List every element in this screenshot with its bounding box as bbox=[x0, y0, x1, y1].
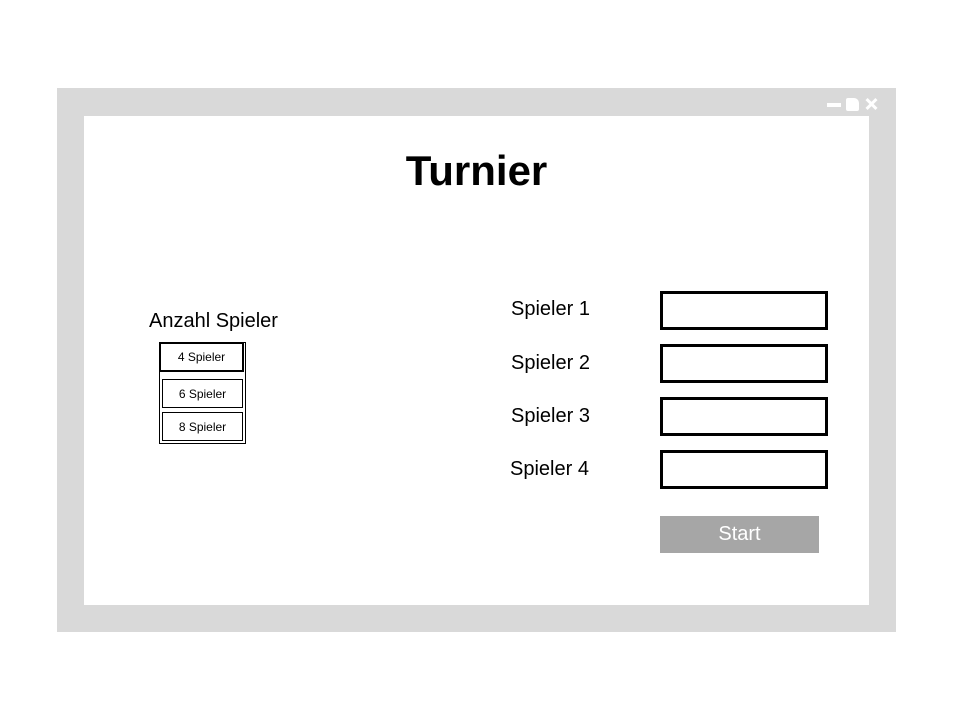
app-window: Turnier Anzahl Spieler 4 Spieler 6 Spiel… bbox=[57, 88, 896, 632]
player-3-input[interactable] bbox=[660, 397, 828, 436]
option-8-players[interactable]: 8 Spieler bbox=[162, 412, 243, 441]
player-4-input[interactable] bbox=[660, 450, 828, 489]
option-4-players[interactable]: 4 Spieler bbox=[159, 342, 244, 372]
player-1-input[interactable] bbox=[660, 291, 828, 330]
window-content: Turnier Anzahl Spieler 4 Spieler 6 Spiel… bbox=[84, 116, 869, 605]
player-3-label: Spieler 3 bbox=[511, 405, 590, 427]
player-2-input[interactable] bbox=[660, 344, 828, 383]
window-controls bbox=[827, 97, 878, 111]
option-6-players[interactable]: 6 Spieler bbox=[162, 379, 243, 408]
player-2-label: Spieler 2 bbox=[511, 352, 590, 374]
player-4-label: Spieler 4 bbox=[510, 458, 589, 480]
player-count-selector: 4 Spieler 6 Spieler 8 Spieler bbox=[159, 342, 246, 444]
start-button[interactable]: Start bbox=[660, 516, 819, 553]
minimize-icon[interactable] bbox=[827, 103, 841, 107]
page-title: Turnier bbox=[405, 147, 548, 194]
close-icon[interactable] bbox=[864, 97, 878, 111]
player-count-label: Anzahl Spieler bbox=[149, 310, 278, 332]
player-1-label: Spieler 1 bbox=[511, 298, 590, 320]
maximize-icon[interactable] bbox=[846, 97, 859, 111]
